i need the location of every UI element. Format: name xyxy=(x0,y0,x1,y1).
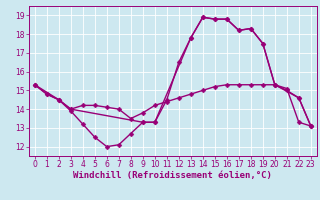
X-axis label: Windchill (Refroidissement éolien,°C): Windchill (Refroidissement éolien,°C) xyxy=(73,171,272,180)
